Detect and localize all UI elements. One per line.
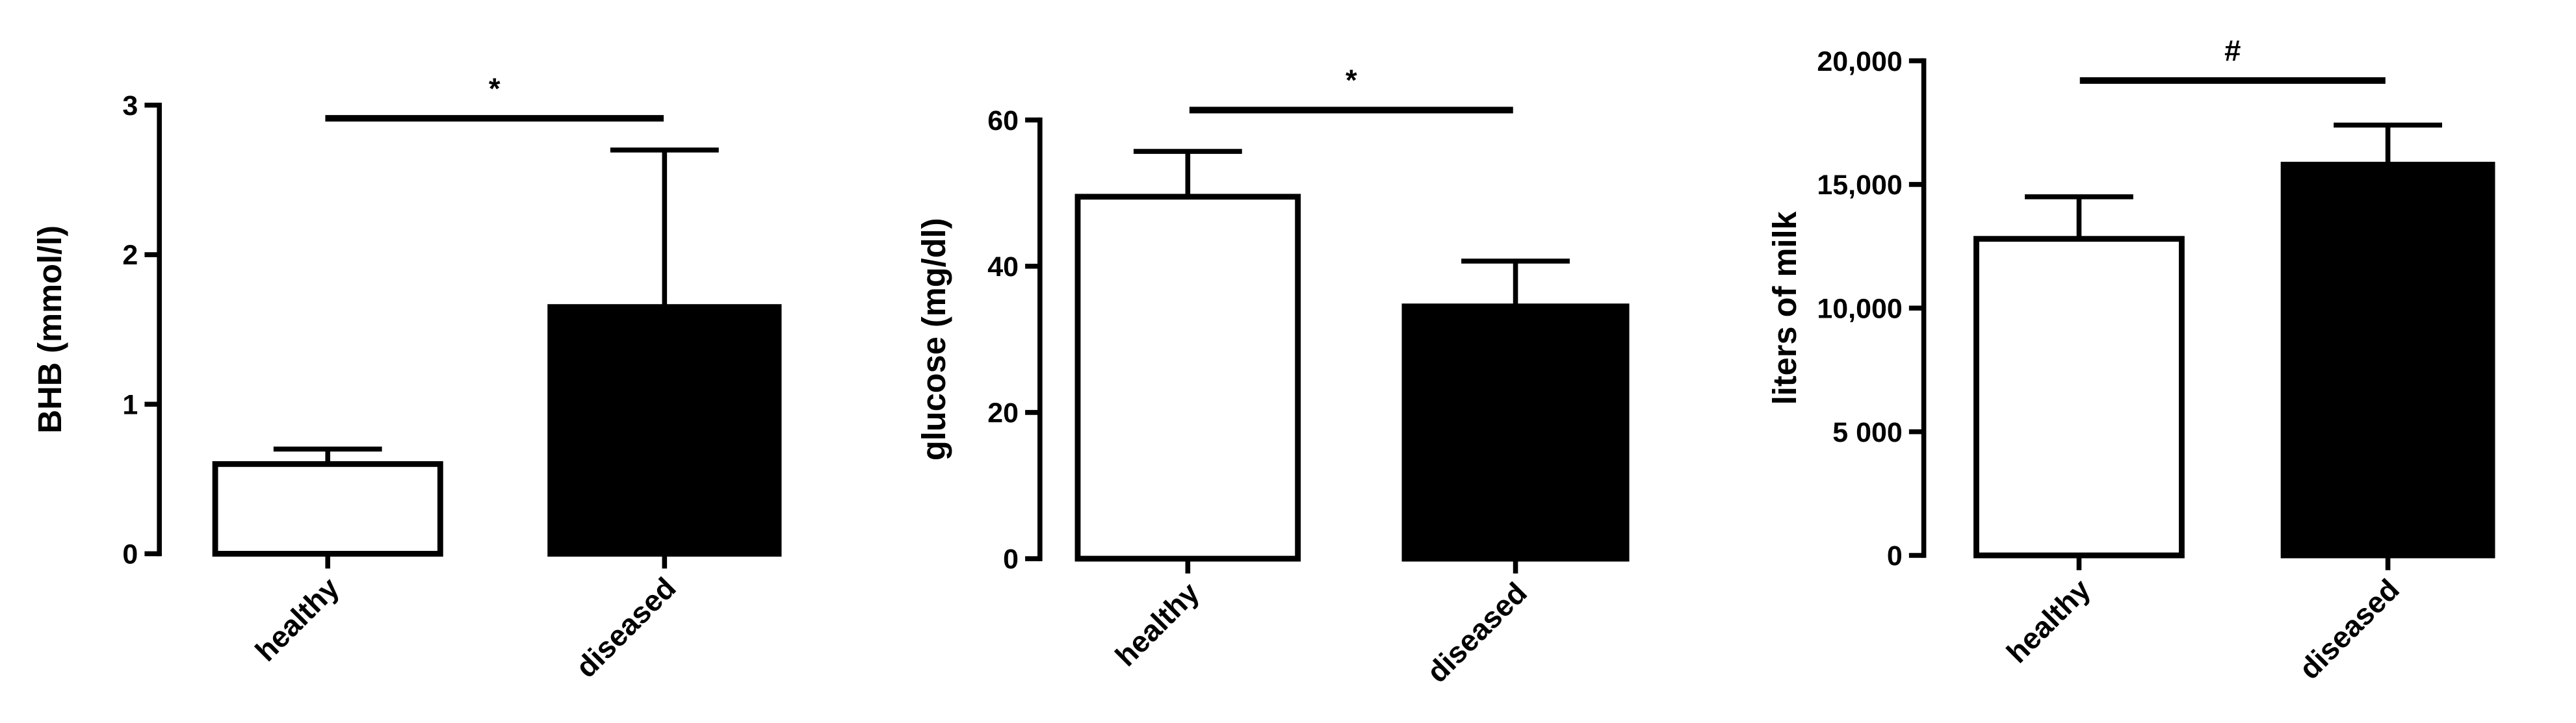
significance-label: # xyxy=(2224,34,2241,68)
y-axis-label: liters of milk xyxy=(1766,210,1803,405)
significance-label: * xyxy=(489,72,501,105)
x-tick-label: diseased xyxy=(2293,573,2406,686)
x-tick-label: healthy xyxy=(249,571,346,668)
bar xyxy=(2280,162,2495,559)
x-tick-label: diseased xyxy=(569,571,683,684)
x-tick-label: healthy xyxy=(1109,576,1206,672)
significance-label: * xyxy=(1346,64,1357,97)
y-tick-label: 10,000 xyxy=(1817,293,1902,324)
y-tick-label: 60 xyxy=(987,105,1019,136)
y-tick-label: 5 000 xyxy=(1832,417,1902,448)
y-tick-label: 2 xyxy=(122,240,138,271)
bar xyxy=(1973,236,2185,559)
y-tick-label: 1 xyxy=(122,389,138,420)
y-tick-label: 40 xyxy=(987,251,1019,283)
x-tick-label: diseased xyxy=(1420,576,1533,689)
y-tick-label: 20,000 xyxy=(1817,46,1902,77)
y-tick-label: 0 xyxy=(1887,540,1903,572)
y-tick-label: 20 xyxy=(987,398,1019,429)
bar xyxy=(212,461,443,557)
bar xyxy=(1074,194,1301,562)
y-tick-label: 0 xyxy=(1003,544,1019,575)
bar xyxy=(547,304,782,557)
y-tick-label: 15,000 xyxy=(1817,170,1902,201)
y-axis-label: glucose (mg/dl) xyxy=(915,218,952,461)
bar xyxy=(1401,303,1630,562)
y-tick-label: 3 xyxy=(122,90,138,121)
x-tick-label: healthy xyxy=(2000,572,2097,669)
y-tick-label: 0 xyxy=(122,539,138,570)
y-axis-label: BHB (mmol/l) xyxy=(31,225,68,433)
